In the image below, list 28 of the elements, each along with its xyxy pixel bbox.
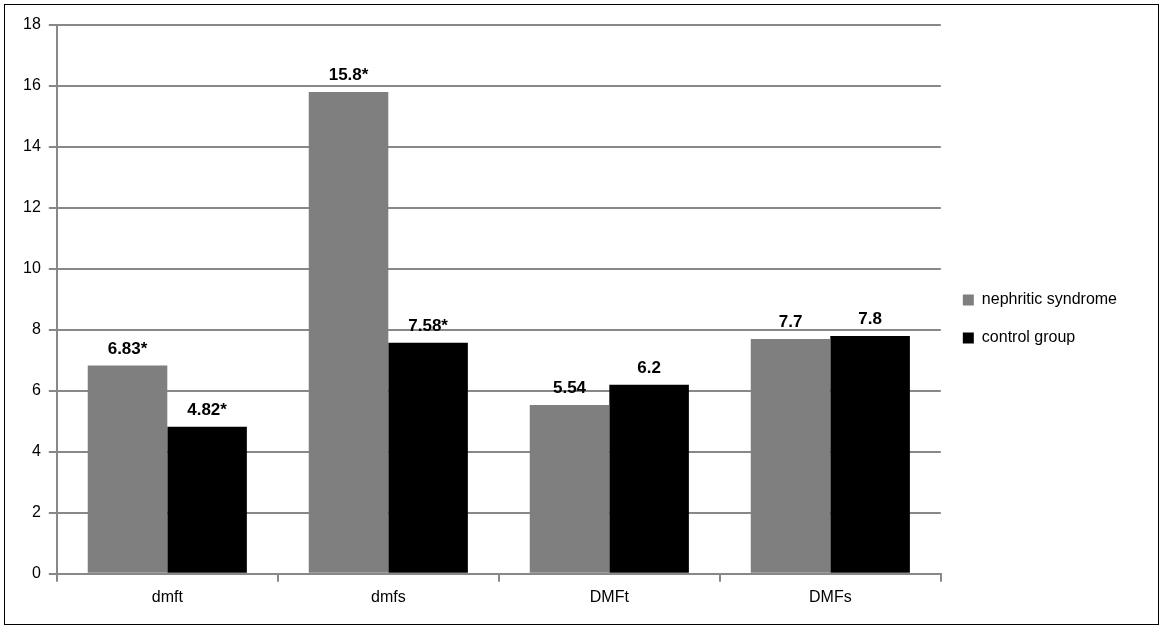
data-label: 6.2 <box>637 357 661 377</box>
data-label: 7.58* <box>408 315 449 335</box>
legend-label: control group <box>981 328 1076 346</box>
y-tick-label: 14 <box>23 137 41 155</box>
legend-label: nephritic syndrome <box>981 290 1118 308</box>
data-label: 7.8 <box>858 309 882 329</box>
data-label: 5.54 <box>552 378 587 398</box>
y-tick-label: 12 <box>23 198 41 216</box>
x-tick-label: DMFs <box>809 587 852 605</box>
y-tick-label: 10 <box>23 259 41 277</box>
y-tick-label: 18 <box>23 15 41 33</box>
data-label: 4.82* <box>187 400 228 420</box>
bar <box>830 335 910 573</box>
bar <box>167 426 247 573</box>
x-tick-label: DMFt <box>589 587 630 605</box>
y-tick-label: 4 <box>31 442 41 460</box>
y-tick-label: 0 <box>31 564 41 582</box>
data-label: 6.83* <box>107 338 148 358</box>
y-tick-label: 8 <box>31 320 41 338</box>
x-tick-label: dmfs <box>370 587 406 605</box>
data-label: 15.8* <box>328 65 369 85</box>
y-tick-label: 16 <box>23 76 41 94</box>
data-label: 7.7 <box>778 312 803 332</box>
y-tick-label: 2 <box>31 503 41 521</box>
y-tick-label: 6 <box>31 381 41 399</box>
bar <box>609 384 689 573</box>
bar <box>388 342 468 573</box>
x-tick-label: dmft <box>151 587 184 605</box>
